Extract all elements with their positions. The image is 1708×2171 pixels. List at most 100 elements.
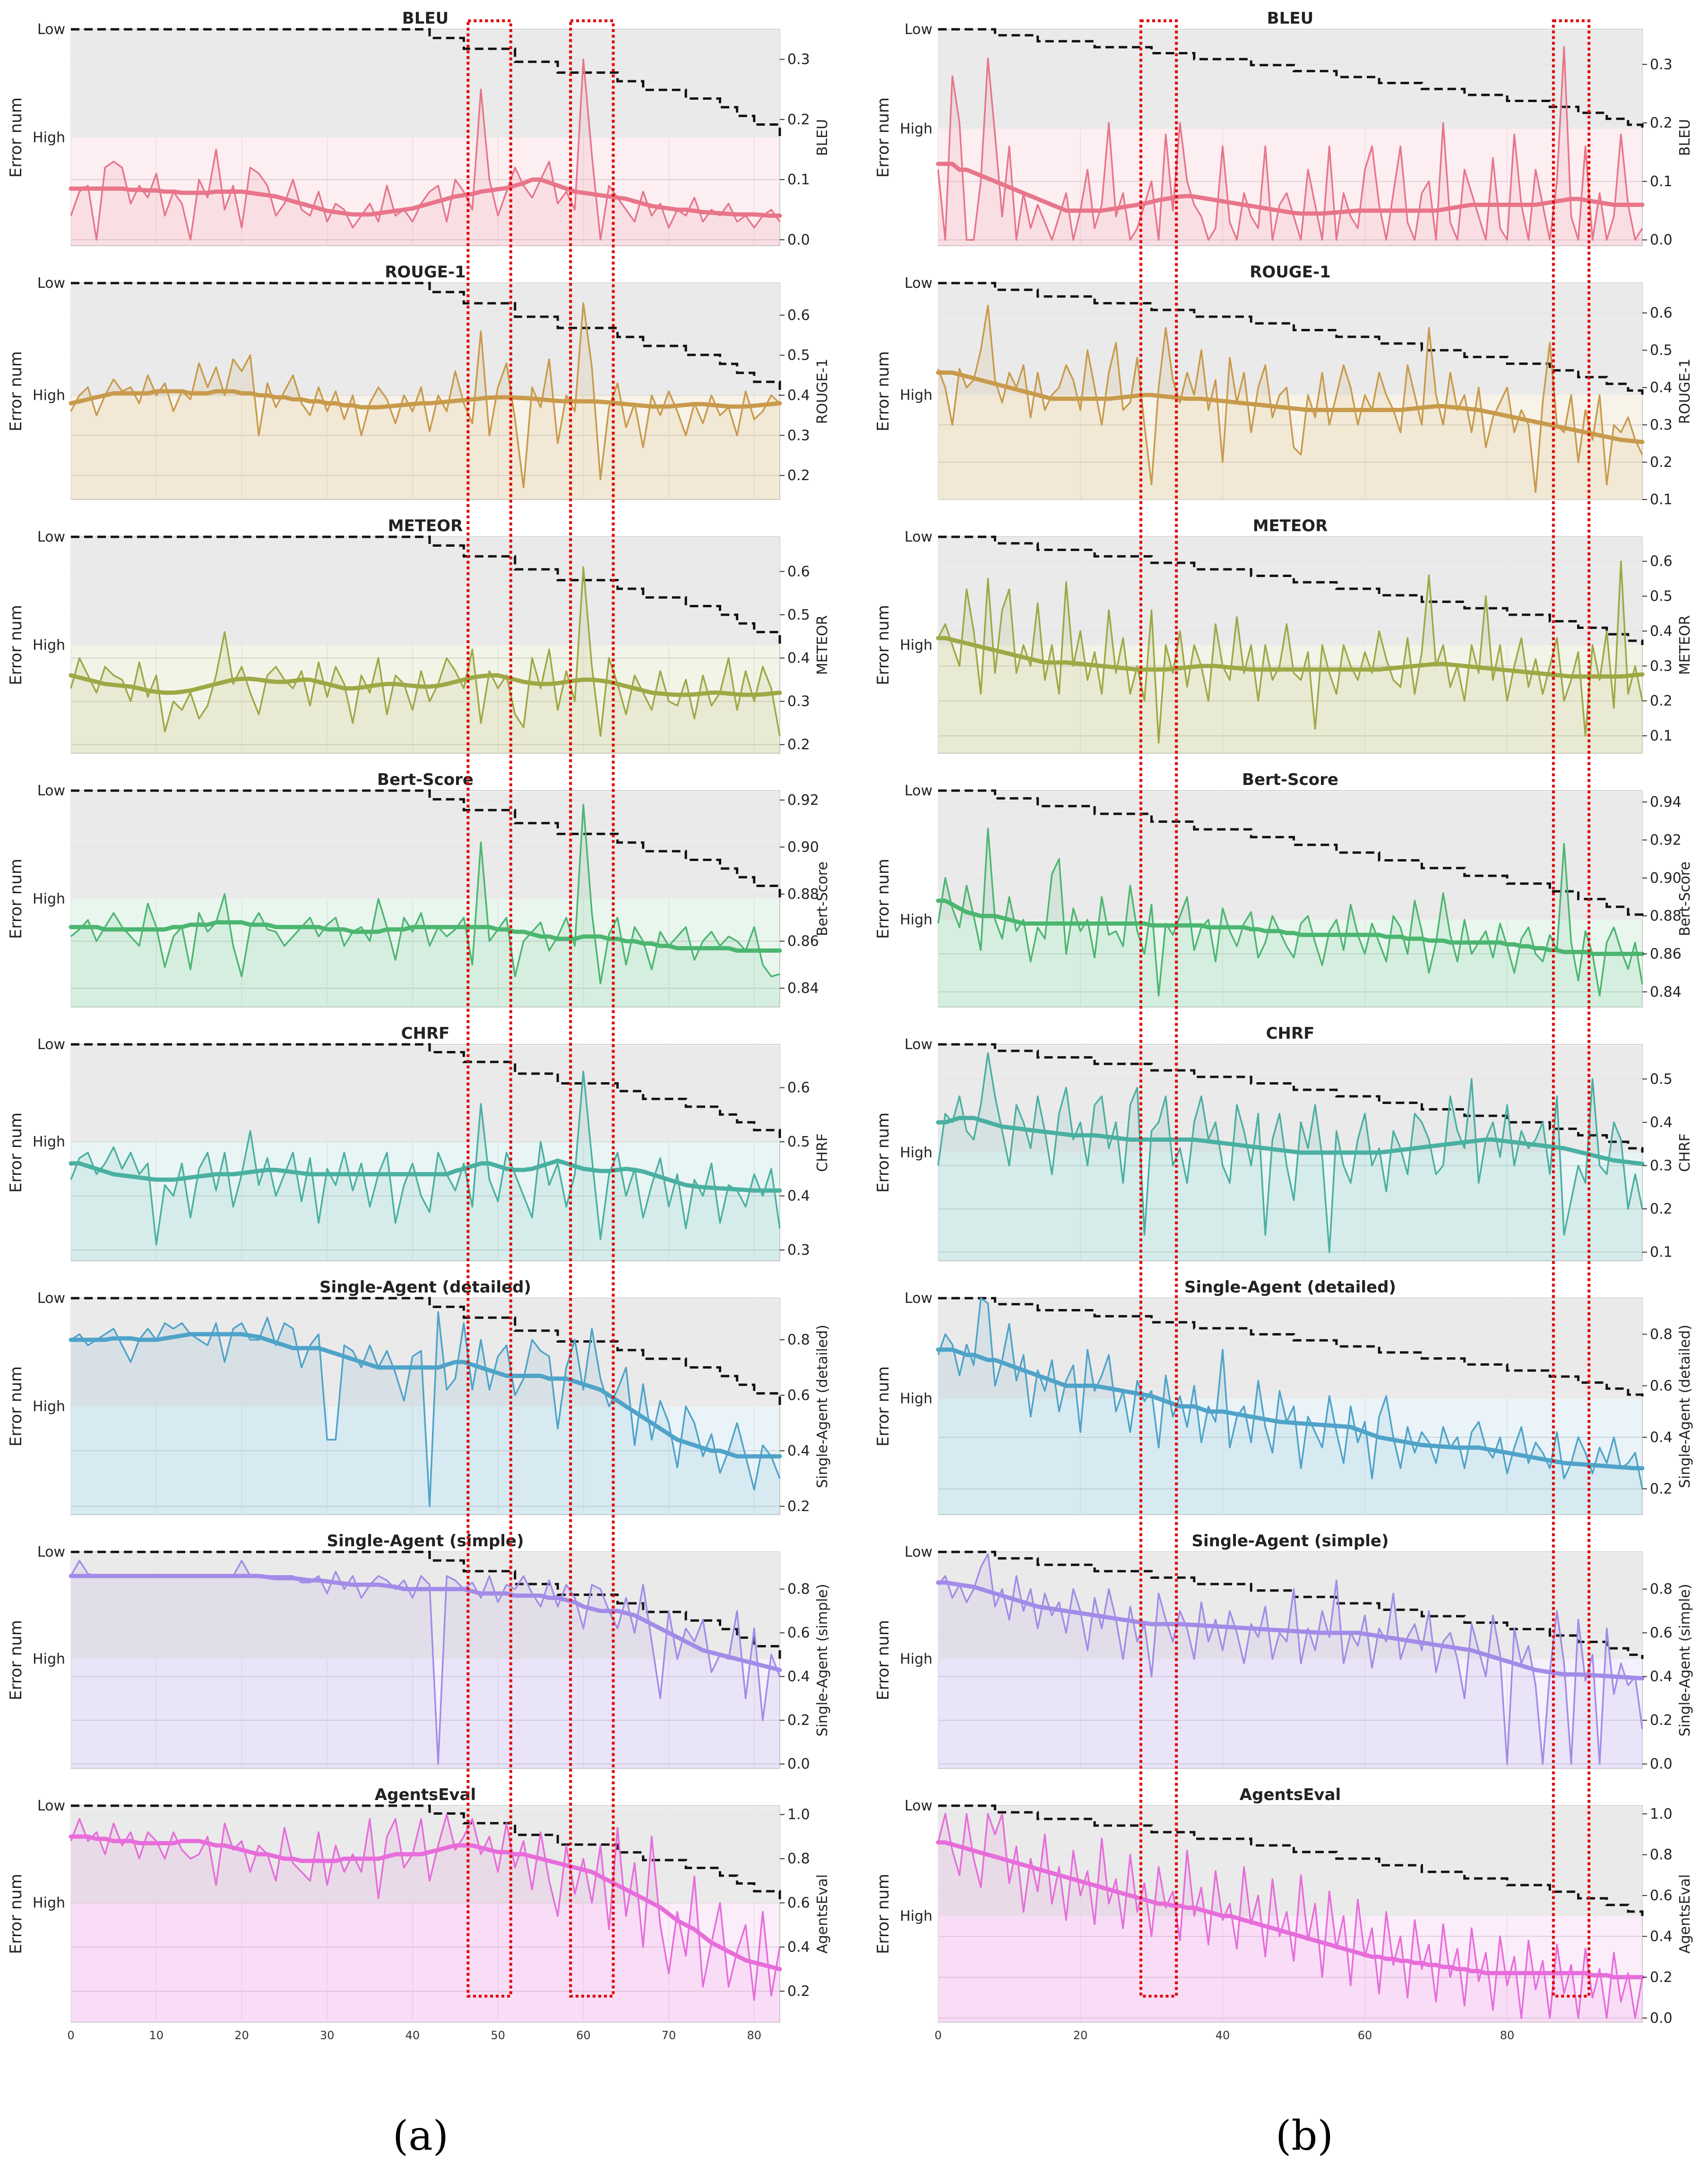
y-tick-label: 0.1 xyxy=(787,172,810,188)
series-line xyxy=(937,1297,1643,1489)
error-axis-label: Error num xyxy=(874,859,893,939)
subplot-single-agent-detailed: Single-Agent (detailed) Low High Error num 0… xyxy=(7,1278,831,1515)
error-step-line xyxy=(938,282,1644,395)
y-tick-label: 0.5 xyxy=(1650,588,1673,605)
subplot-rouge-1: ROUGE-1 Low High Error num 0.2 0.3 0.4 0.5 0.6 RO… xyxy=(7,263,831,500)
error-axis-label: Error num xyxy=(7,97,26,178)
y-tick-label: 0.1 xyxy=(1650,173,1673,190)
error-tick-high: High xyxy=(33,891,65,907)
y-tick-label: 0.2 xyxy=(1650,1201,1673,1217)
y-tick-label: 0.0 xyxy=(787,1756,810,1773)
subplot-bert-score: Bert-Score Low High Error num 0.84 0.86 0.88 0.… xyxy=(874,770,1693,1008)
y-tick-label: 0.4 xyxy=(1650,1669,1673,1685)
y-tick-label: 0.3 xyxy=(1650,417,1673,433)
smoothed-line xyxy=(69,389,782,410)
subplot-agentseval: AgentsEval Low High Error num 0.2 0.4 0.6 0.8 1.… xyxy=(7,1785,831,2042)
y-tick-label: 0.6 xyxy=(787,563,810,580)
error-axis-label: Error num xyxy=(7,1112,26,1193)
error-step-line xyxy=(71,789,781,899)
error-tick-low: Low xyxy=(905,1036,932,1053)
error-band xyxy=(938,284,1642,395)
error-axis-label: Error num xyxy=(7,1366,26,1447)
y-axis-label: CHRF xyxy=(814,1133,831,1172)
series-area xyxy=(938,1053,1642,1261)
y-tick-label: 0.4 xyxy=(787,650,810,666)
error-tick-low: Low xyxy=(905,1544,932,1560)
error-axis-label: Error num xyxy=(7,351,26,431)
y-tick-label: 0.6 xyxy=(1650,1378,1673,1394)
x-tick-label: 70 xyxy=(662,2029,676,2042)
y-tick-label: 1.0 xyxy=(787,1807,810,1823)
error-axis-label: Error num xyxy=(7,1874,26,1954)
smoothed-line xyxy=(936,898,1645,956)
y-tick-label: 0.4 xyxy=(1650,1929,1673,1945)
x-tick-label: 0 xyxy=(934,2029,941,2042)
series-area xyxy=(71,1312,780,1515)
subplot-title: Bert-Score xyxy=(1242,770,1338,789)
y-tick-label: 0.8 xyxy=(787,1851,810,1867)
x-tick-label: 0 xyxy=(67,2029,74,2042)
error-band xyxy=(938,30,1642,129)
y-axis-label: METEOR xyxy=(1677,615,1693,675)
error-step-line xyxy=(71,1297,781,1406)
error-step-line xyxy=(938,1804,1644,1916)
smoothed-line xyxy=(69,1332,782,1459)
y-axis-label: Bert-Score xyxy=(814,862,831,936)
y-tick-label: 0.4 xyxy=(1650,623,1673,639)
smoothed-line xyxy=(69,1158,782,1193)
subplot-chrf: CHRF Low High Error num 0.3 0.4 0.5 0.6 CHRF xyxy=(7,1024,831,1261)
series-area xyxy=(938,1554,1642,1768)
error-step-line xyxy=(938,789,1644,920)
y-tick-label: 0.6 xyxy=(787,1625,810,1641)
y-tick-label: 0.6 xyxy=(787,307,810,324)
series-line xyxy=(70,302,781,489)
y-tick-label: 0.2 xyxy=(787,467,810,484)
error-band xyxy=(71,284,780,396)
subplot-title: CHRF xyxy=(401,1024,450,1043)
subplot-bleu: BLEU Low High Error num 0.0 0.1 0.2 0.3 BLEU xyxy=(874,9,1693,249)
y-tick-label: 0.94 xyxy=(1650,794,1682,810)
y-tick-label: 0.92 xyxy=(787,792,819,809)
error-band xyxy=(71,30,780,138)
error-axis-label: Error num xyxy=(874,1874,893,1954)
y-tick-label: 0.5 xyxy=(1650,1071,1673,1087)
subplot-title: METEOR xyxy=(1253,517,1328,535)
y-axis-label: BLEU xyxy=(1677,119,1693,156)
error-band xyxy=(938,538,1642,645)
y-tick-label: 0.2 xyxy=(1650,1712,1673,1729)
error-band xyxy=(938,1299,1642,1399)
x-tick-label: 60 xyxy=(576,2029,591,2042)
series-line xyxy=(70,804,780,984)
x-tick-label: 20 xyxy=(1073,2029,1088,2042)
subplot-title: AgentsEval xyxy=(1240,1785,1341,1804)
x-tick-label: 80 xyxy=(747,2029,762,2042)
subplot-title: ROUGE-1 xyxy=(385,263,466,282)
x-tick-label: 20 xyxy=(234,2029,249,2042)
error-tick-high: High xyxy=(33,1895,65,1912)
y-axis-label: AgentsEval xyxy=(814,1874,831,1954)
x-tick-label: 80 xyxy=(1500,2029,1515,2042)
subplot-single-agent-simple: Single-Agent (simple) Low High Error num 0.0… xyxy=(874,1532,1693,1773)
series-area xyxy=(71,567,780,753)
subplot-single-agent-detailed: Single-Agent (detailed) Low High Error num 0… xyxy=(874,1278,1693,1515)
error-tick-low: Low xyxy=(905,275,932,292)
subplot-bleu: BLEU Low High Error num 0.0 0.1 0.2 0.3 BLEU xyxy=(7,9,831,248)
error-band xyxy=(71,1299,780,1406)
y-tick-label: 0.4 xyxy=(1650,1429,1673,1446)
subplot-rouge-1: ROUGE-1 Low High Error num 0.1 0.2 0.3 0.4 0.5 0.… xyxy=(874,263,1693,508)
y-tick-label: 0.2 xyxy=(787,737,810,753)
subplot-title: METEOR xyxy=(388,517,463,535)
error-axis-label: Error num xyxy=(7,1620,26,1700)
series-area xyxy=(71,804,780,1007)
y-tick-label: 0.2 xyxy=(1650,693,1673,709)
y-axis-label: Single-Agent (simple) xyxy=(1677,1584,1693,1736)
smoothed-line xyxy=(69,1574,782,1672)
error-tick-high: High xyxy=(900,121,932,137)
highlight-box xyxy=(1139,19,1178,1998)
error-tick-high: High xyxy=(900,1145,932,1161)
caption-a: (a) xyxy=(392,2112,449,2160)
y-tick-label: 0.6 xyxy=(1650,305,1673,321)
x-tick-label: 50 xyxy=(491,2029,505,2042)
error-tick-low: Low xyxy=(905,1798,932,1814)
subplot-title: CHRF xyxy=(1266,1024,1315,1043)
